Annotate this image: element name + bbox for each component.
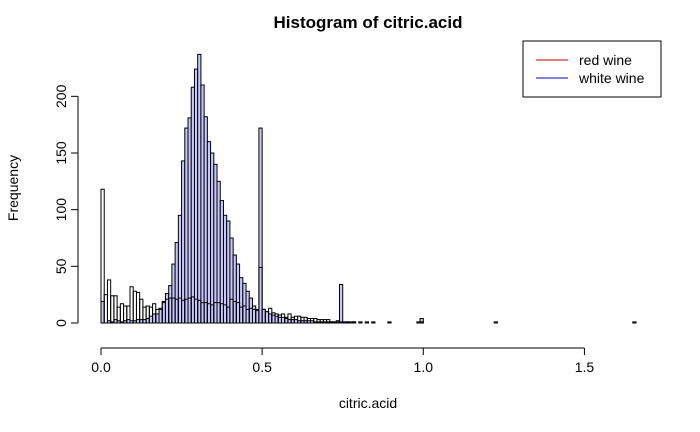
histogram-bar-series-2	[258, 266, 263, 324]
histogram-bar-series-2	[100, 188, 105, 324]
histogram-bar-series-2	[345, 321, 350, 324]
histogram-bar-series-1	[371, 321, 376, 324]
histogram-bar-series-2	[338, 321, 344, 324]
x-tick-label: 0.0	[91, 359, 111, 375]
histogram-bar-series-1	[364, 321, 369, 324]
legend: red wine white wine	[522, 40, 662, 98]
y-axis-label: Frequency	[5, 155, 21, 221]
histogram-bar-series-2	[419, 321, 424, 324]
bars-group	[100, 53, 637, 324]
x-tick-label: 0.5	[252, 359, 272, 375]
y-tick-label: 100	[53, 198, 69, 222]
histogram-bar-series-2	[351, 321, 357, 324]
x-tick-label: 1.5	[575, 359, 595, 375]
histogram-bar-series-2	[326, 319, 331, 324]
legend-label-red-wine: red wine	[579, 52, 632, 68]
histogram-bar-series-1	[387, 321, 392, 324]
y-tick-label: 50	[53, 258, 69, 274]
y-axis: 0 50 100 150 200	[53, 84, 79, 327]
x-tick-label: 1.0	[414, 359, 434, 375]
histogram-bar-series-1	[338, 283, 344, 324]
histogram-bar-series-1	[358, 321, 363, 324]
histogram-bar-series-2	[632, 321, 637, 324]
y-tick-label: 150	[53, 141, 69, 165]
legend-label-white-wine: white wine	[578, 70, 645, 86]
legend-box	[522, 40, 662, 98]
y-tick-label: 200	[53, 84, 69, 108]
x-axis: 0.0 0.5 1.0 1.5	[91, 347, 595, 375]
y-tick-label: 0	[53, 319, 69, 327]
histogram-bar-series-2	[493, 321, 498, 324]
chart-title: Histogram of citric.acid	[274, 13, 463, 32]
x-axis-label: citric.acid	[339, 395, 397, 411]
